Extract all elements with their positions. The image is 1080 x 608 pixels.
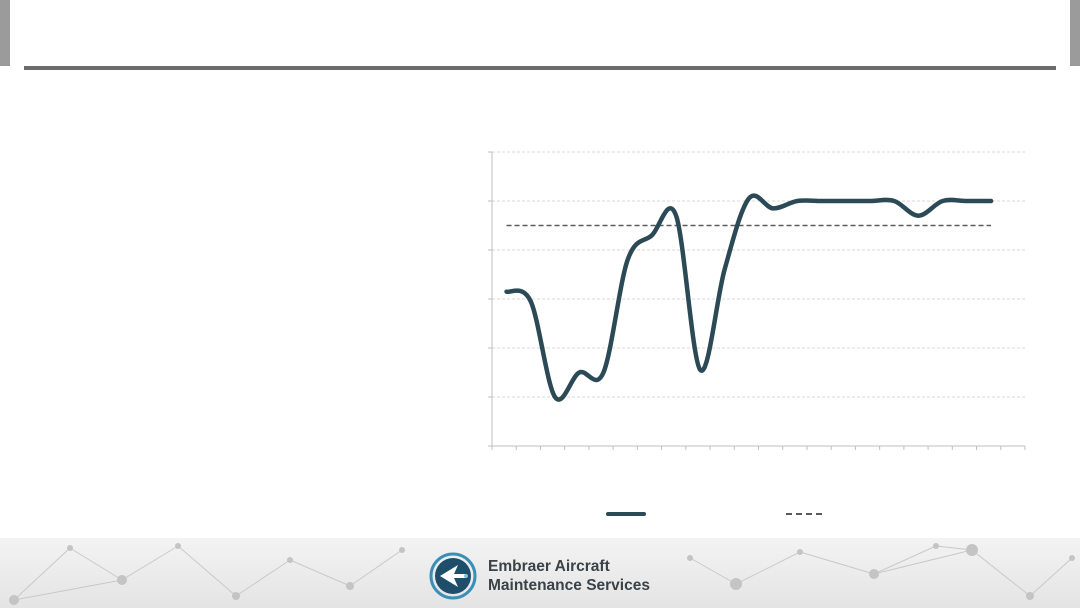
data-point [553,395,557,399]
grid-layer [492,151,1025,398]
data-point [916,214,920,218]
data-point [747,197,751,201]
data-point [505,290,509,294]
line-chart [488,151,1026,450]
data-point [674,214,678,218]
main-series-line [504,193,994,402]
right-accent-bar [1070,0,1080,66]
brand-line-1: Embraer Aircraft [488,558,610,575]
legend-swatch-dashed-reference [786,513,822,515]
brand-line-2: Maintenance Services [488,577,650,594]
data-point [601,371,605,375]
data-point [723,268,727,272]
data-point [795,199,799,203]
network-pattern-background [9,543,1075,605]
data-point [698,368,702,372]
legend-swatch-solid-series [606,512,646,516]
data-point [941,199,945,203]
embraer-logo-icon [429,552,477,600]
footer-banner: Embraer Aircraft Maintenance Services [0,538,1080,608]
chart-legend [600,505,840,525]
header-divider [24,66,1056,70]
data-point [989,199,993,203]
brand-name: Embraer Aircraft Maintenance Services [488,557,650,595]
data-point [771,206,775,210]
data-point [819,199,823,203]
data-point [844,199,848,203]
data-point [868,199,872,203]
left-accent-bar [0,0,10,66]
data-point [529,299,533,303]
data-point [650,233,654,237]
data-point [892,199,896,203]
data-point [626,258,630,262]
data-point [577,371,581,375]
series-layer [504,193,994,402]
axis-layer [488,151,1026,450]
data-point [965,199,969,203]
